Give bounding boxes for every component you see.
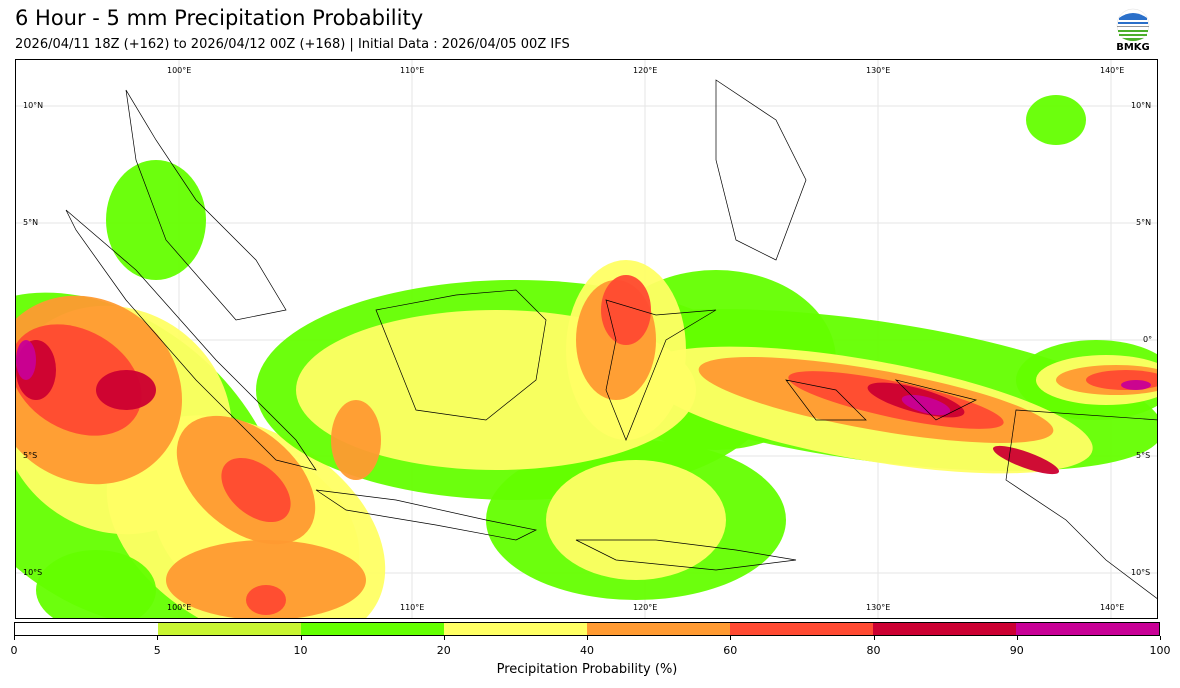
- coastline: [785, 379, 867, 421]
- lon-label-bottom: 100°E: [167, 603, 192, 612]
- lon-label-bottom: 140°E: [1100, 603, 1125, 612]
- chart-subtitle: 2026/04/11 18Z (+162) to 2026/04/12 00Z …: [15, 37, 570, 52]
- colorbar-tick-label: 5: [153, 644, 161, 657]
- colorbar-tick-label: 90: [1009, 644, 1024, 657]
- lon-label-bottom: 120°E: [633, 603, 658, 612]
- colorbar-tick-mark: [730, 636, 732, 640]
- precip-area: [166, 540, 366, 618]
- lon-label-top: 130°E: [866, 66, 891, 75]
- colorbar-segment: [730, 623, 873, 635]
- bmkg-logo: [1116, 8, 1150, 42]
- precip-area: [992, 445, 1060, 475]
- colorbar-tick-mark: [157, 636, 159, 640]
- lat-label-left: 5°N: [23, 218, 39, 227]
- coastline: [894, 379, 978, 421]
- lat-label-left: 5°S: [23, 451, 38, 460]
- colorbar-segment: [444, 623, 587, 635]
- colorbar-segment: [587, 623, 730, 635]
- precip-area: [901, 394, 951, 416]
- precip-area: [331, 400, 381, 480]
- lat-label-right: 5°N: [1136, 218, 1152, 227]
- coastline: [715, 79, 807, 261]
- coastline: [375, 289, 547, 421]
- colorbar-tick-mark: [587, 636, 588, 640]
- chart-title: 6 Hour - 5 mm Precipitation Probability: [15, 6, 424, 30]
- colorbar-segment: [158, 623, 301, 635]
- lon-label-top: 120°E: [633, 66, 658, 75]
- lon-label-bottom: 130°E: [866, 603, 891, 612]
- colorbar-tick-mark: [443, 636, 445, 640]
- colorbar-tick-label: 60: [723, 644, 738, 657]
- colorbar: [14, 622, 1160, 636]
- precip-area: [546, 460, 726, 580]
- lat-label-right: 10°S: [1131, 568, 1151, 577]
- lon-label-top: 110°E: [400, 66, 425, 75]
- precip-area: [246, 585, 286, 615]
- lat-label-left: 10°N: [23, 101, 44, 110]
- colorbar-segment: [1016, 623, 1159, 635]
- lat-label-right: 0°: [1143, 335, 1153, 344]
- colorbar-tick-label: 40: [580, 644, 594, 657]
- colorbar-tick-mark: [300, 636, 302, 640]
- coastline: [315, 489, 538, 541]
- precip-area: [96, 370, 156, 410]
- colorbar-tick-mark: [1016, 636, 1018, 640]
- colorbar-segment: [873, 623, 1016, 635]
- colorbar-tick-label: 0: [10, 644, 18, 657]
- precip-area: [36, 550, 156, 618]
- precipitation-map: 100°E 110°E 120°E 130°E 140°E 100°E 110°…: [15, 59, 1158, 619]
- colorbar-tick-mark: [14, 636, 15, 640]
- colorbar-tick-label: 20: [436, 644, 451, 657]
- precip-area: [601, 275, 651, 345]
- precip-area: [221, 457, 291, 523]
- coastline: [125, 89, 287, 321]
- coastline: [605, 299, 717, 441]
- colorbar-label: Precipitation Probability (%): [496, 662, 678, 677]
- lat-label-right: 10°N: [1131, 101, 1152, 110]
- colorbar-tick-mark: [1160, 636, 1161, 640]
- coastline: [1005, 409, 1157, 599]
- lat-label-right: 5°S: [1136, 451, 1151, 460]
- colorbar-tick-label: 100: [1149, 644, 1171, 657]
- colorbar-segment: [301, 623, 444, 635]
- map-canvas: [16, 60, 1157, 618]
- colorbar-tick-label: 10: [293, 644, 308, 657]
- lon-label-top: 100°E: [167, 66, 192, 75]
- precip-area: [1121, 380, 1151, 390]
- lat-label-left: 10°S: [23, 568, 43, 577]
- coastline: [575, 539, 797, 571]
- colorbar-segment: [15, 623, 158, 635]
- coastline: [65, 209, 317, 471]
- logo-text: BMKG: [1116, 42, 1150, 53]
- precip-area: [106, 160, 206, 280]
- precip-area: [16, 340, 36, 380]
- precip-area: [1026, 95, 1086, 145]
- lon-label-bottom: 110°E: [400, 603, 425, 612]
- colorbar-tick-mark: [873, 636, 875, 640]
- lon-label-top: 140°E: [1100, 66, 1125, 75]
- colorbar-tick-label: 80: [866, 644, 881, 657]
